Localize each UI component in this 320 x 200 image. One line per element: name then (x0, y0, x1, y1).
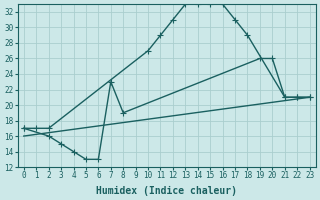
X-axis label: Humidex (Indice chaleur): Humidex (Indice chaleur) (96, 186, 237, 196)
